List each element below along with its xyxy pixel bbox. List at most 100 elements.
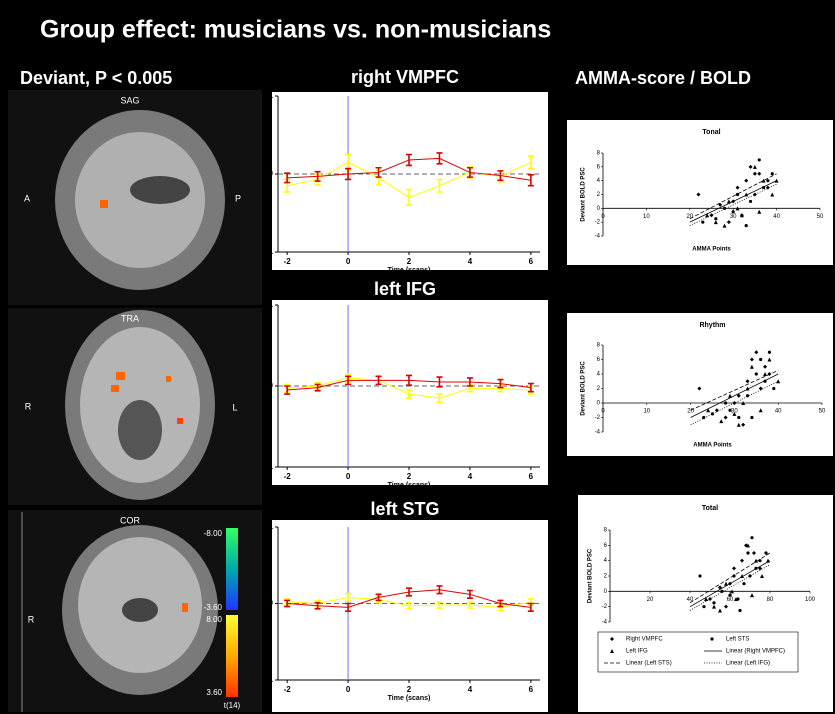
- x-tick-label: -2: [284, 472, 292, 481]
- colorbar-title: t(14): [224, 701, 241, 710]
- x-tick-label: 80: [767, 597, 774, 603]
- chart-title: Total: [702, 505, 718, 512]
- y-axis-label: fMRI response (% BOLD signal): [263, 554, 270, 654]
- point: [762, 186, 765, 189]
- activation: [100, 200, 108, 208]
- chart-title: right VMPFC: [351, 67, 459, 87]
- colorbar-positive: [226, 615, 238, 697]
- y-tick-label: -4: [602, 620, 608, 626]
- x-tick-label: 100: [805, 597, 816, 603]
- y-tick-label: -2: [595, 415, 601, 421]
- x-tick-label: 4: [468, 685, 473, 694]
- point: [749, 200, 752, 203]
- orientation-label: A: [24, 193, 30, 203]
- brain-image: [130, 176, 190, 204]
- x-tick-label: 2: [407, 257, 412, 266]
- y-tick-label: 1: [269, 91, 274, 100]
- point: [758, 559, 761, 562]
- x-tick-label: 30: [730, 214, 737, 220]
- orientation-label: L: [232, 402, 237, 412]
- y-axis-label: Deviant BOLD PSC: [581, 167, 587, 222]
- x-tick-label: 50: [817, 214, 824, 220]
- x-tick-label: 20: [687, 409, 694, 415]
- point: [732, 210, 735, 213]
- x-axis-label: Time (scans): [388, 482, 431, 489]
- y-tick-label: -4: [595, 430, 601, 436]
- point: [724, 401, 727, 404]
- x-tick-label: 40: [773, 214, 780, 220]
- activation: [116, 372, 125, 380]
- colorbar-label: -3.60: [204, 603, 223, 612]
- right-header: AMMA-score / BOLD: [575, 68, 751, 88]
- y-tick-label: 1: [269, 300, 274, 309]
- chart-title: left IFG: [374, 279, 436, 299]
- view-label: COR: [120, 515, 141, 525]
- chart-background: [578, 495, 833, 712]
- brain-cor: [8, 510, 262, 712]
- point: [754, 567, 757, 570]
- x-tick-label: -2: [284, 257, 292, 266]
- legend-label: Left IFG: [626, 649, 648, 655]
- x-tick-label: 40: [687, 597, 694, 603]
- y-tick-label: -2: [602, 604, 608, 610]
- orientation-label: R: [25, 401, 32, 411]
- plot-background: [272, 92, 548, 270]
- brain-tra: [8, 308, 262, 505]
- point: [738, 609, 741, 612]
- point: [766, 179, 769, 182]
- x-tick-label: 0: [346, 685, 351, 694]
- point: [745, 224, 748, 227]
- x-tick-label: 4: [468, 472, 473, 481]
- legend-label: Linear (Left STS): [626, 661, 672, 667]
- x-tick-label: 6: [529, 257, 534, 266]
- y-tick-label: -1: [266, 675, 274, 684]
- orientation-label: P: [235, 193, 241, 203]
- legend-label: Linear (Right VMPFC): [726, 649, 785, 655]
- point: [737, 416, 740, 419]
- chart-title: left STG: [370, 499, 439, 519]
- point: [755, 372, 758, 375]
- x-axis-label: Time (scans): [388, 267, 431, 274]
- point: [714, 217, 717, 220]
- colorbar-label: -8.00: [204, 529, 223, 538]
- chart-background: [567, 313, 833, 456]
- x-tick-label: 6: [529, 685, 534, 694]
- activation: [166, 376, 171, 382]
- y-tick-label: -4: [595, 234, 601, 240]
- y-axis-label: Deviant BOLD PSC: [581, 361, 587, 416]
- point: [772, 387, 775, 390]
- y-tick-label: 1: [269, 522, 274, 531]
- x-tick-label: 20: [647, 597, 654, 603]
- x-tick-label: 0: [346, 257, 351, 266]
- point: [753, 172, 756, 175]
- x-axis-label: AMMA Points: [692, 247, 731, 253]
- x-axis-label: Time (scans): [388, 695, 431, 702]
- colorbar-label: 3.60: [206, 688, 222, 697]
- activation: [177, 418, 183, 424]
- point: [742, 582, 745, 585]
- point: [701, 221, 704, 224]
- point: [702, 605, 705, 608]
- x-tick-label: -2: [284, 685, 292, 694]
- x-tick-label: 10: [643, 409, 650, 415]
- point: [750, 536, 753, 539]
- point: [720, 590, 723, 593]
- point: [736, 193, 739, 196]
- chart-title: Rhythm: [699, 322, 725, 329]
- y-axis-label: fMRI response (% BOLD signal): [263, 124, 270, 224]
- y-tick-label: -1: [266, 247, 274, 256]
- point: [763, 380, 766, 383]
- point: [746, 551, 749, 554]
- left-header: Deviant, P < 0.005: [20, 68, 172, 88]
- point: [746, 394, 749, 397]
- chart-title: Tonal: [702, 129, 720, 136]
- point: [728, 409, 731, 412]
- x-tick-label: 2: [407, 472, 412, 481]
- y-tick-label: -2: [595, 220, 601, 226]
- x-axis-label: AMMA Points: [693, 443, 732, 449]
- point: [771, 172, 774, 175]
- brain-image: [122, 598, 158, 622]
- y-tick-label: -1: [266, 462, 274, 471]
- point: [702, 416, 705, 419]
- point: [728, 594, 731, 597]
